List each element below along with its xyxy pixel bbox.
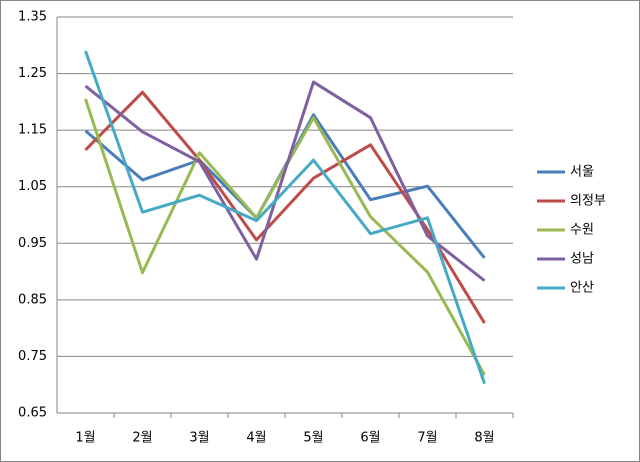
legend-label: 의정부 — [570, 194, 606, 209]
y-tick-label: 1.35 — [18, 10, 47, 25]
x-tick-label: 5월 — [303, 431, 323, 446]
x-tick-label: 8월 — [474, 431, 494, 446]
y-tick-label: 0.85 — [18, 292, 47, 307]
legend-label: 서울 — [570, 165, 594, 180]
legend-label: 성남 — [570, 252, 594, 267]
y-tick-label: 0.75 — [18, 349, 47, 364]
x-tick-label: 3월 — [189, 431, 209, 446]
y-tick-label: 1.15 — [18, 123, 47, 138]
y-tick-label: 1.05 — [18, 179, 47, 194]
x-tick-label: 2월 — [132, 431, 152, 446]
x-tick-label: 7월 — [417, 431, 437, 446]
y-tick-label: 0.95 — [18, 236, 47, 251]
series-line — [84, 80, 486, 282]
x-tick-label: 6월 — [360, 431, 380, 446]
y-tick-label: 0.65 — [18, 406, 47, 421]
legend-label: 안산 — [570, 281, 594, 296]
series-line — [84, 50, 486, 385]
x-tick-label: 1월 — [75, 431, 95, 446]
legend-label: 수원 — [570, 223, 594, 238]
y-tick-label: 1.25 — [18, 66, 47, 81]
x-tick-label: 4월 — [246, 431, 266, 446]
